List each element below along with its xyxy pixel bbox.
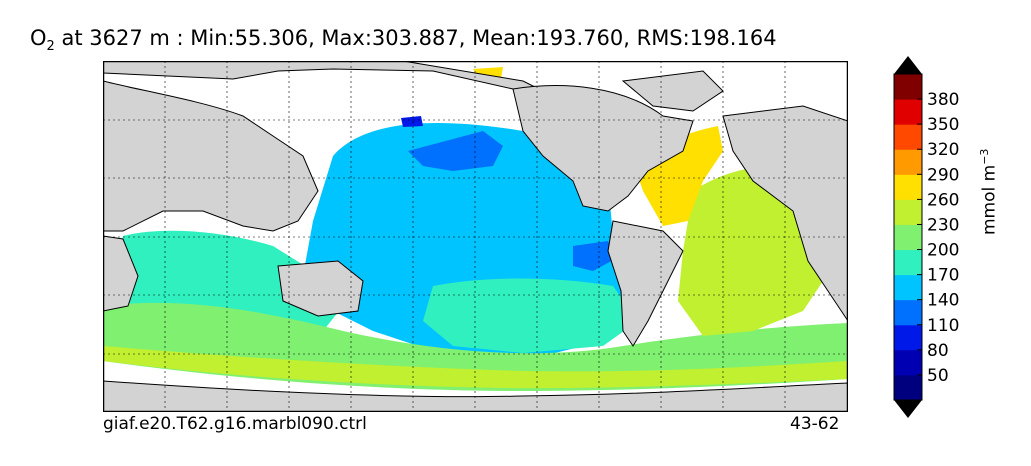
- colorbar-tick-label: 50: [927, 366, 949, 386]
- colorbar-max-arrow: [894, 56, 922, 74]
- map-frame: [103, 61, 848, 412]
- ocean-oxygen-map: [103, 61, 848, 412]
- colorbar: 50 80 110 140 170 200 230 260 290 320 350 380: [893, 56, 959, 418]
- australia-land: [277, 260, 364, 317]
- map-gridlines: [103, 61, 848, 412]
- colorbar-frame: [893, 73, 923, 401]
- colorbar-tick-label: 80: [927, 341, 949, 361]
- colorbar-tick-label: 110: [927, 316, 959, 336]
- southeast-pacific-region: [423, 278, 638, 353]
- colorbar-min-arrow: [894, 400, 922, 418]
- antarctica-land: [103, 380, 848, 412]
- colorbar-segment: [894, 299, 922, 326]
- colorbar-segment: [894, 174, 922, 200]
- colorbar-segment: [894, 224, 922, 251]
- pacific-low-oxygen-east: [573, 241, 615, 271]
- atlantic-region: [678, 167, 823, 336]
- greenland-land: [621, 70, 724, 112]
- colorbar-segment: [894, 124, 922, 150]
- colorbar-tick-label: 260: [927, 190, 959, 210]
- colorbar-tick-label: 350: [927, 115, 959, 135]
- colorbar-segment: [894, 274, 922, 301]
- run-name-label: giaf.e20.T62.g16.marbl090.ctrl: [103, 414, 367, 434]
- colorbar-unit-label: mmol m−3: [978, 148, 1000, 235]
- colorbar-tick-label: 200: [927, 241, 959, 261]
- europe-africa-east-land: [722, 105, 848, 322]
- colorbar-tick-label: 230: [927, 215, 959, 235]
- pacific-low-oxygen-north: [401, 116, 423, 127]
- colorbar-tick-label: 320: [927, 140, 959, 160]
- plot-title: O2 at 3627 m : Min:55.306, Max:303.887, …: [30, 26, 930, 56]
- colorbar-tick-label: 290: [927, 165, 959, 185]
- south-america-land: [607, 220, 684, 347]
- colorbar-segment: [894, 199, 922, 225]
- title-stats: at 3627 m : Min:55.306, Max:303.887, Mea…: [54, 26, 777, 50]
- colorbar-segment: [894, 149, 922, 175]
- africa-land: [103, 235, 139, 312]
- colorbar-segment: [894, 324, 922, 351]
- colorbar-tick-label: 380: [927, 90, 959, 110]
- variable-name: O2: [30, 26, 55, 55]
- year-range-label: 43-62: [790, 414, 840, 434]
- colorbar-segment: [894, 249, 922, 276]
- pacific-low-oxygen: [408, 131, 503, 171]
- colorbar-segment: [894, 99, 922, 125]
- colorbar-tick-label: 140: [927, 291, 959, 311]
- colorbar-segment: [894, 74, 922, 100]
- colorbar-segment: [894, 349, 922, 376]
- north-america-land: [512, 85, 694, 212]
- colorbar-tick-label: 170: [927, 266, 959, 286]
- colorbar-segment: [894, 374, 922, 401]
